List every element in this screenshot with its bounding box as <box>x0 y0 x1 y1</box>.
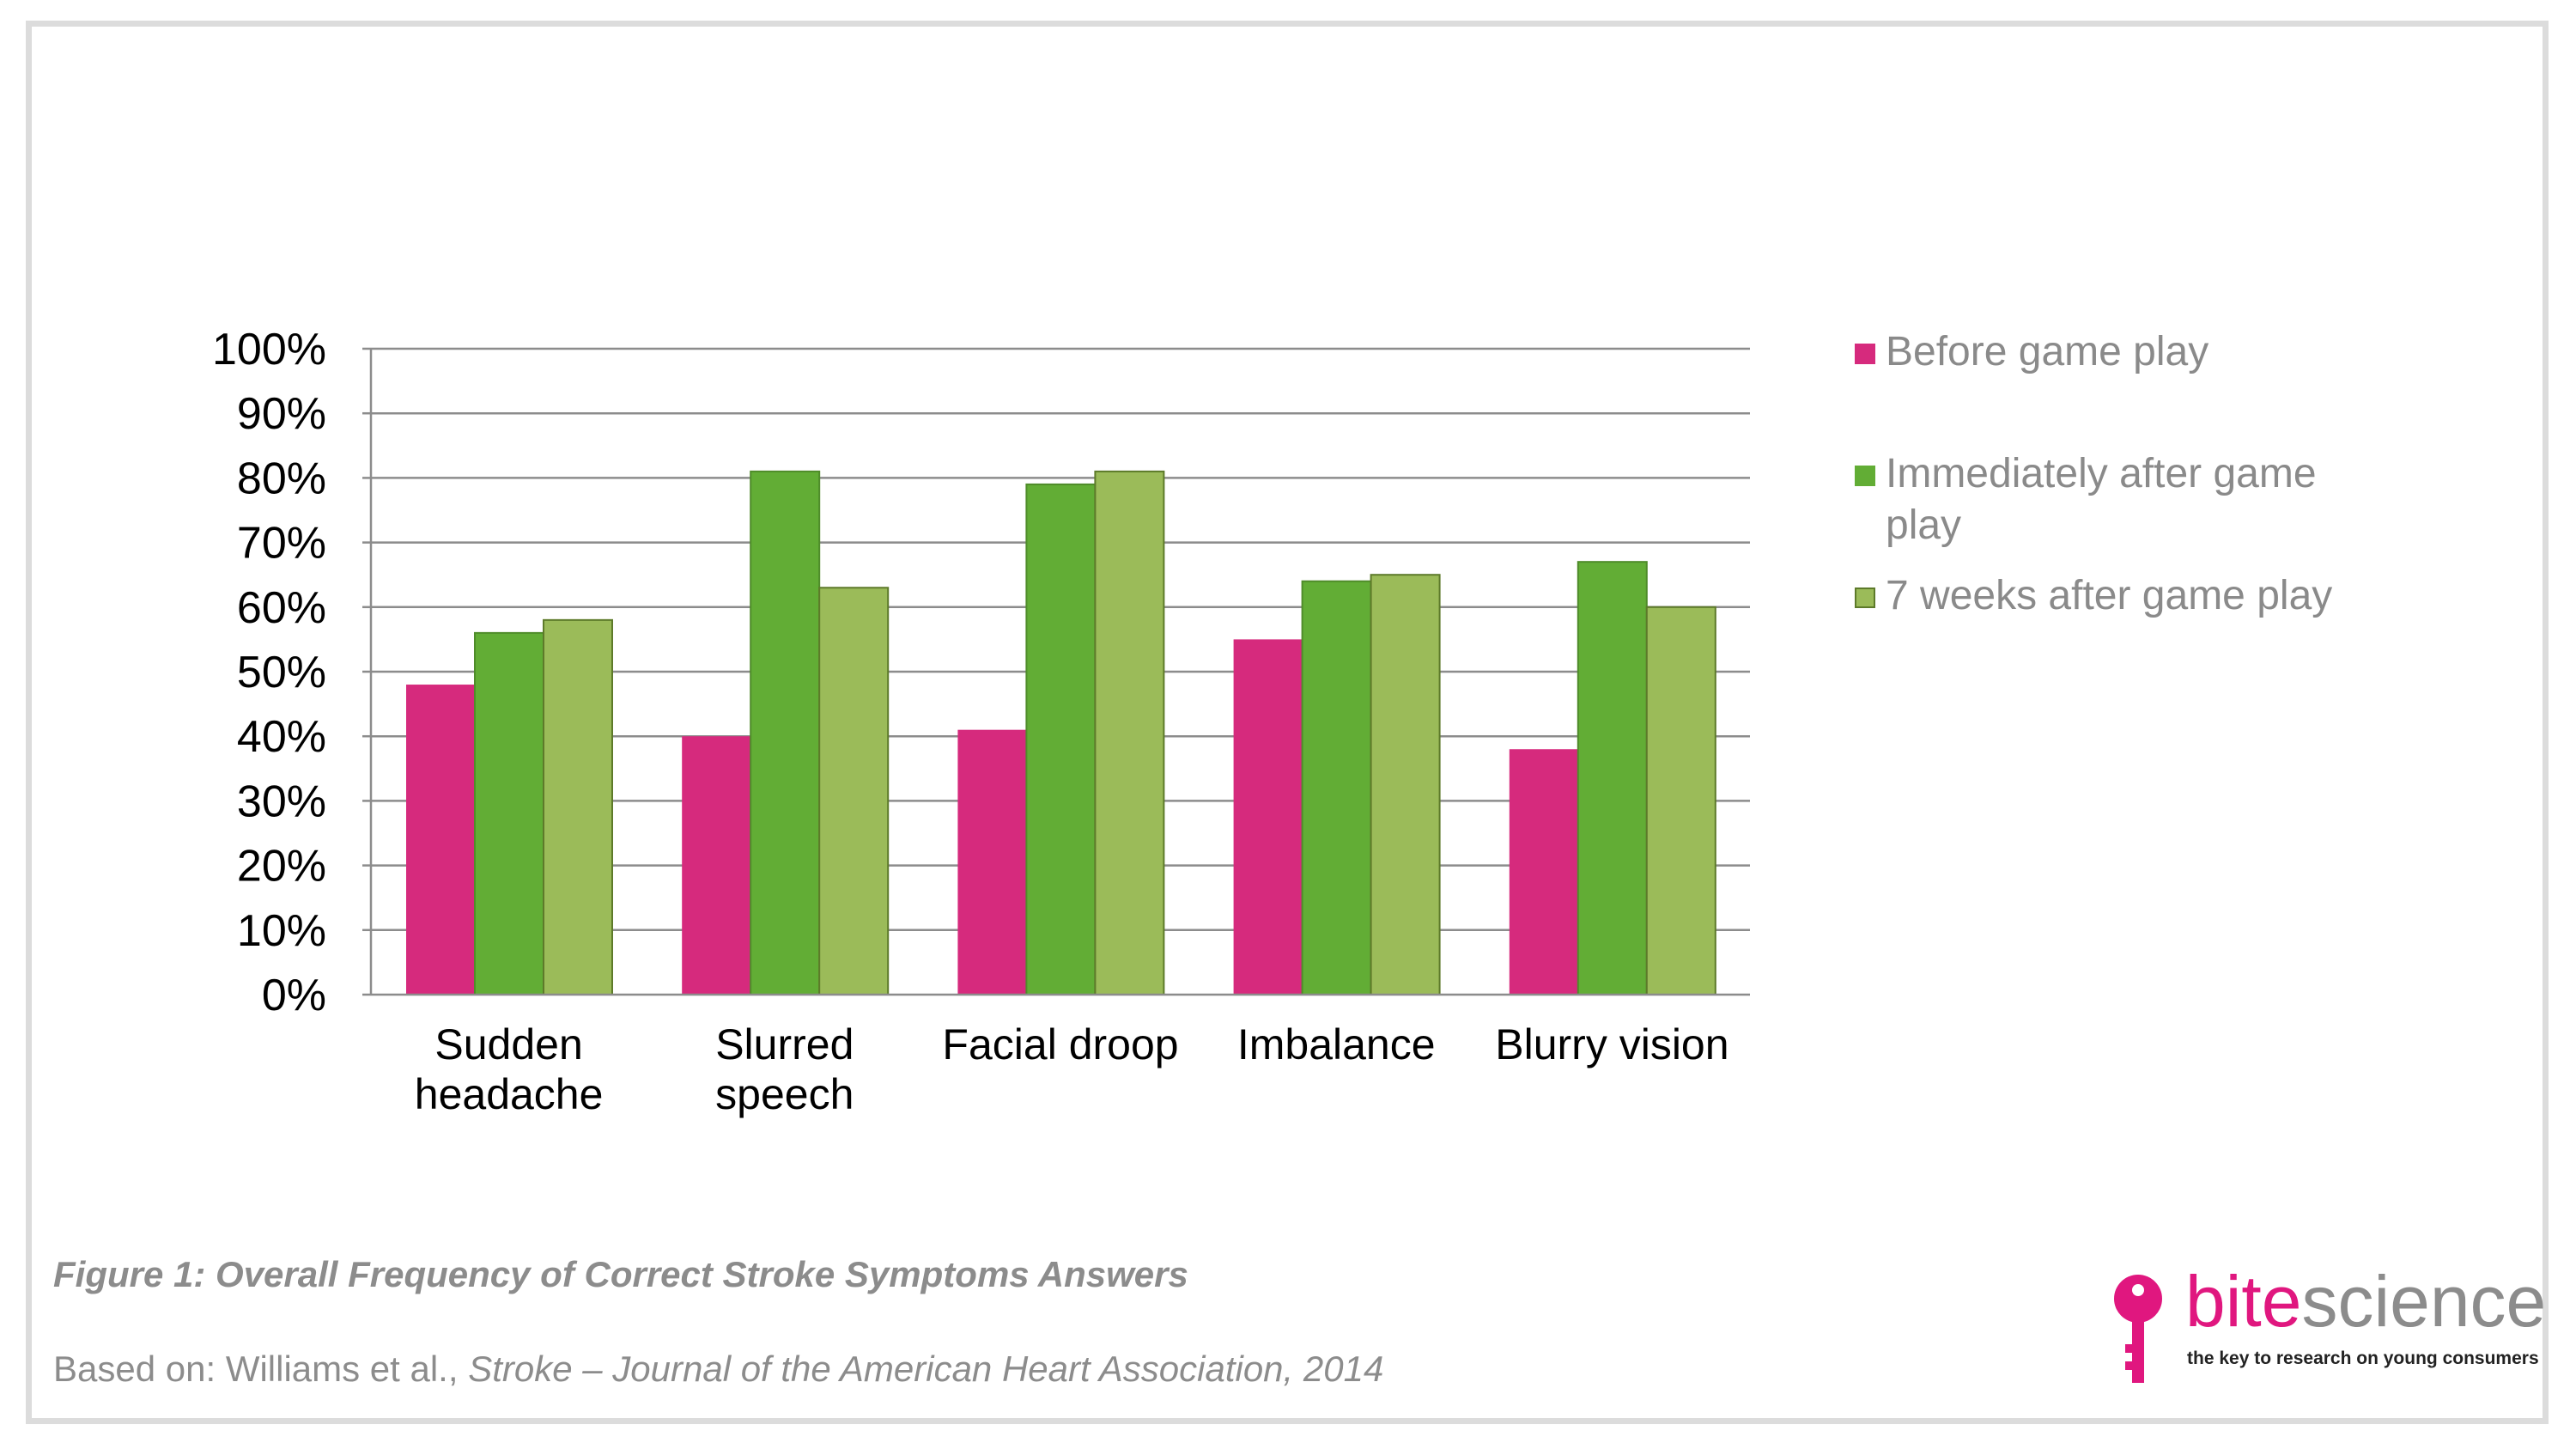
axes <box>362 347 1750 996</box>
y-tick-label: 90% <box>237 389 326 439</box>
legend-label-7weeks: 7 weeks after game play <box>1886 573 2333 618</box>
bar-immediately <box>1577 561 1648 995</box>
logo-bite: bite <box>2185 1261 2302 1342</box>
bar-before <box>406 685 475 995</box>
figure-caption: Figure 1: Overall Frequency of Correct S… <box>53 1254 1188 1294</box>
y-tick-label: 10% <box>237 906 326 956</box>
legend-swatch-before <box>1855 344 1875 364</box>
y-axis-ticks: 0% 10% 20% 30% 40% 50% 60% 70% 80% 90% 100% <box>212 325 326 1020</box>
x-tick-label: Blurry vision <box>1495 1020 1728 1068</box>
legend-label-before: Before game play <box>1886 329 2209 374</box>
source-journal: Stroke <box>468 1349 573 1389</box>
logo-tagline: the key to research on young consumers <box>2187 1349 2539 1368</box>
y-tick-label: 40% <box>237 712 326 762</box>
x-tick-label: speech <box>715 1070 854 1118</box>
logo-science: science <box>2301 1261 2547 1342</box>
bar-7weeks <box>1370 574 1441 995</box>
bar-7weeks <box>1094 470 1165 995</box>
bar-immediately <box>750 470 821 995</box>
bitescience-logo: bitescience the key to research on young… <box>2108 1263 2546 1391</box>
legend-swatch-immediately <box>1855 466 1875 486</box>
x-tick-label: headache <box>415 1070 604 1118</box>
y-tick-label: 60% <box>237 583 326 633</box>
y-tick-label: 100% <box>212 325 326 374</box>
bar-immediately <box>1301 580 1372 995</box>
source-rest: – Journal of the American Heart Associat… <box>572 1349 1384 1389</box>
bar-before <box>682 736 751 995</box>
bar-before <box>1233 639 1303 995</box>
bar-immediately <box>474 631 544 995</box>
y-tick-label: 30% <box>237 776 326 826</box>
legend-item-7weeks: 7 weeks after game play <box>1855 570 2401 622</box>
source-citation: Based on: Williams et al., Stroke – Jour… <box>53 1349 1383 1390</box>
legend-item-before: Before game play <box>1855 326 2401 378</box>
bars <box>406 470 1716 996</box>
bar-before <box>1509 749 1578 995</box>
bar-7weeks <box>1645 606 1716 995</box>
x-tick-label: Facial droop <box>942 1020 1178 1068</box>
bar-7weeks <box>818 587 890 995</box>
legend-swatch-7weeks <box>1855 588 1875 608</box>
legend-item-immediately: Immediately after game play <box>1855 448 2366 551</box>
y-tick-label: 0% <box>262 971 326 1020</box>
bar-7weeks <box>543 618 613 996</box>
y-tick-label: 80% <box>237 454 326 503</box>
x-tick-label: Sudden <box>434 1020 582 1068</box>
key-icon <box>2114 1275 2162 1383</box>
bar-before <box>957 729 1027 995</box>
source-prefix: Based on: Williams et al., <box>53 1349 469 1389</box>
logo-wordmark: bitescience <box>2185 1263 2546 1340</box>
x-tick-label: Imbalance <box>1237 1020 1436 1068</box>
y-tick-label: 20% <box>237 842 326 892</box>
y-tick-label: 50% <box>237 648 326 697</box>
x-tick-label: Slurred <box>715 1020 854 1068</box>
y-tick-label: 70% <box>237 519 326 569</box>
legend-label-immediately: Immediately after game play <box>1886 451 2317 548</box>
bar-immediately <box>1025 483 1097 995</box>
